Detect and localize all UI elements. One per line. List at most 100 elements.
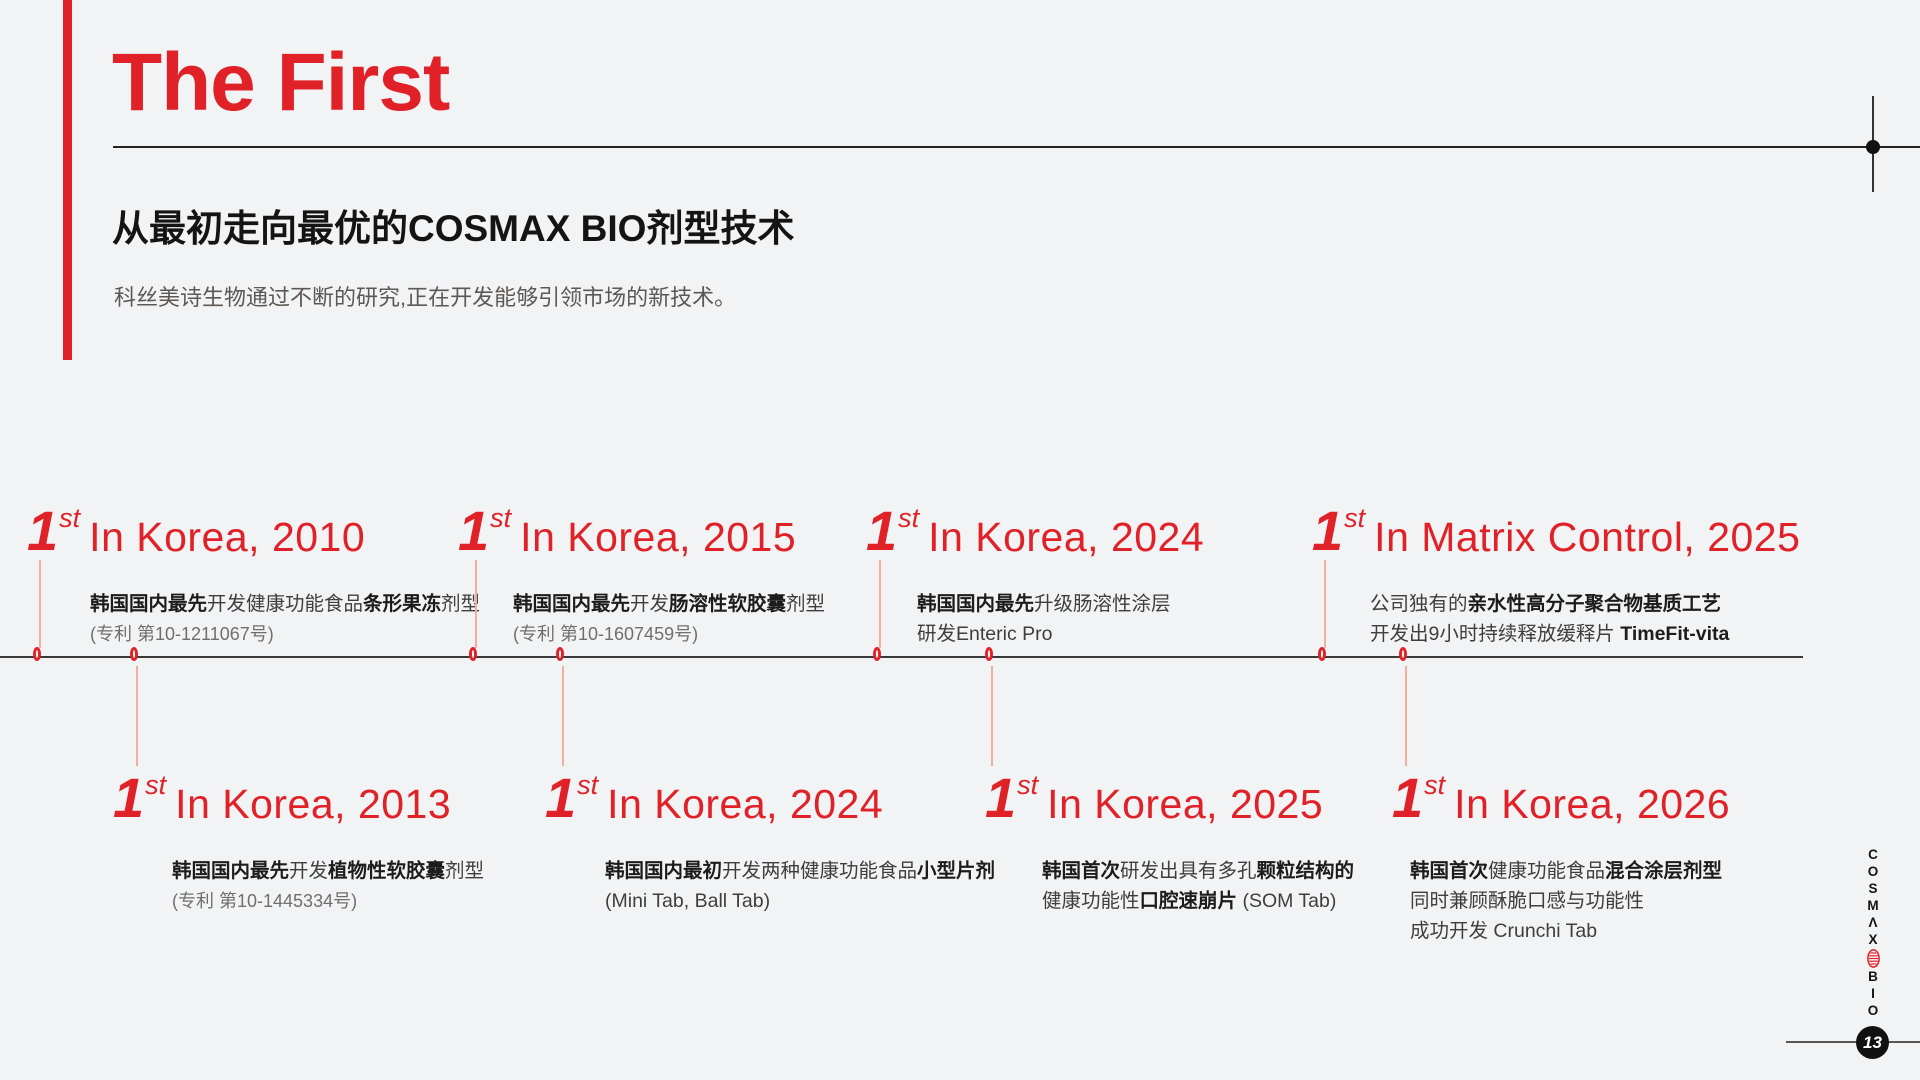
description-line: (专利 第10-1211067号) [90, 619, 480, 649]
entry-headline: In Korea, 2025 [1047, 781, 1324, 827]
text-segment: 开发出9小时持续释放缓释片 [1370, 623, 1621, 645]
description-line: 韩国国内最先开发肠溶性软胶囊剂型 [513, 589, 825, 619]
text-segment: 亲水性高分子聚合物基质工艺 [1467, 593, 1722, 615]
timeline-dot [130, 647, 138, 661]
text-segment: 研发Enteric Pro [917, 623, 1053, 645]
description-line: (专利 第10-1607459号) [513, 619, 825, 649]
logo-letter: O [1867, 864, 1879, 879]
text-segment: 同时兼顾酥脆口感与功能性 [1410, 890, 1645, 912]
entry-headline: In Korea, 2013 [175, 781, 452, 827]
entry-headline: In Korea, 2010 [89, 514, 366, 560]
description-line: 韩国国内最先升级肠溶性涂层 [917, 589, 1204, 619]
crosshair-dot [1866, 140, 1880, 154]
description-line: 韩国国内最先开发植物性软胶囊剂型 [172, 856, 484, 886]
text-segment: 健康功能食品 [1488, 860, 1606, 882]
timeline-entry: 1st In Korea, 2025 韩国首次研发出具有多孔颗粒结构的 健康功能性口腔… [985, 770, 1354, 916]
entry-description: 韩国国内最先开发肠溶性软胶囊剂型 (专利 第10-1607459号) [513, 589, 825, 649]
first-ordinal: 1st [1392, 766, 1446, 829]
timeline-connector [1324, 560, 1326, 648]
entry-headline: In Korea, 2024 [928, 514, 1205, 560]
text-segment: 小型片剂 [917, 860, 996, 882]
entry-headline: In Korea, 2026 [1454, 781, 1731, 827]
entry-description: 韩国国内最先开发健康功能食品条形果冻剂型 (专利 第10-1211067号) [90, 589, 480, 649]
text-segment: 升级肠溶性涂层 [1034, 593, 1171, 615]
text-segment: (Mini Tab, Ball Tab) [605, 890, 771, 912]
ordinal-suffix: st [1424, 770, 1446, 800]
timeline-entry: 1st In Korea, 2010 韩国国内最先开发健康功能食品条形果冻剂型 (专利… [27, 503, 480, 649]
description-line: 开发出9小时持续释放缓释片 TimeFit-vita [1370, 619, 1800, 649]
timeline-axis [0, 656, 1803, 658]
description-line: 同时兼顾酥脆口感与功能性 [1410, 886, 1730, 916]
entry-description: 韩国国内最先升级肠溶性涂层研发Enteric Pro [917, 589, 1204, 649]
text-segment: 剂型 [445, 860, 485, 882]
lead-text: 科丝美诗生物通过不断的研究,正在开发能够引领市场的新技术。 [114, 285, 737, 310]
timeline-dot [1399, 647, 1407, 661]
description-line: 韩国国内最先开发健康功能食品条形果冻剂型 [90, 589, 480, 619]
timeline-dot [873, 647, 881, 661]
text-segment: 研发出具有多孔 [1120, 860, 1257, 882]
ordinal-suffix: st [1344, 503, 1366, 533]
description-line: 韩国国内最初开发两种健康功能食品小型片剂 [605, 856, 995, 886]
ordinal-suffix: st [1017, 770, 1039, 800]
text-segment: 植物性软胶囊 [328, 860, 446, 882]
entry-description: 公司独有的亲水性高分子聚合物基质工艺 开发出9小时持续释放缓释片 TimeFit-… [1370, 589, 1800, 649]
timeline-dot [469, 647, 477, 661]
logo-letter: C [1868, 847, 1878, 862]
text-segment: 韩国国内最先 [917, 593, 1035, 615]
text-segment: 颗粒结构的 [1256, 860, 1355, 882]
description-line: 健康功能性口腔速崩片 (SOM Tab) [1042, 886, 1354, 916]
timeline-dot [33, 647, 41, 661]
text-segment: 肠溶性软胶囊 [669, 593, 787, 615]
description-line: 公司独有的亲水性高分子聚合物基质工艺 [1370, 589, 1800, 619]
timeline-connector [562, 666, 564, 766]
text-segment: 剂型 [786, 593, 826, 615]
timeline-connector [1405, 666, 1407, 766]
text-segment: 韩国国内最先 [90, 593, 208, 615]
text-segment: 口腔速崩片 [1139, 890, 1238, 912]
text-segment: 剂型 [441, 593, 481, 615]
slide-subtitle: 从最初走向最优的COSMAX BIO剂型技术 [112, 208, 795, 249]
accent-bar [63, 0, 72, 360]
first-ordinal: 1st [1312, 499, 1366, 562]
text-segment: 开发 [630, 593, 670, 615]
page-number-badge: 13 [1856, 1026, 1889, 1059]
ordinal-suffix: st [898, 503, 920, 533]
timeline-connector [879, 560, 881, 648]
logo-letter: B [1868, 969, 1878, 984]
timeline-entry: 1st In Korea, 2026 韩国首次健康功能食品混合涂层剂型 同时兼顾酥脆口… [1392, 770, 1730, 946]
first-ordinal: 1st [985, 766, 1039, 829]
description-line: 韩国首次健康功能食品混合涂层剂型 [1410, 856, 1730, 886]
first-ordinal: 1st [545, 766, 599, 829]
entry-headline: In Matrix Control, 2025 [1374, 514, 1801, 560]
ordinal-suffix: st [59, 503, 81, 533]
timeline-connector [39, 560, 41, 648]
logo-letter: X [1868, 932, 1878, 947]
timeline-connector [475, 560, 477, 648]
entry-heading: 1st In Korea, 2024 [545, 770, 995, 836]
first-ordinal: 1st [113, 766, 167, 829]
timeline-entry: 1st In Korea, 2013 韩国国内最先开发植物性软胶囊剂型 (专利 第10… [113, 770, 484, 916]
description-line: 研发Enteric Pro [917, 619, 1204, 649]
entry-description: 韩国首次健康功能食品混合涂层剂型 同时兼顾酥脆口感与功能性 成功开发 Crunchi… [1410, 856, 1730, 946]
capsule-coil-icon [1853, 948, 1893, 968]
text-segment: (专利 第10-1211067号) [90, 624, 274, 644]
entry-headline: In Korea, 2024 [607, 781, 884, 827]
text-segment: 韩国首次 [1410, 860, 1489, 882]
entry-heading: 1st In Korea, 2013 [113, 770, 484, 836]
timeline-entry: 1st In Korea, 2024 韩国国内最先升级肠溶性涂层 研发Enteric … [866, 503, 1204, 649]
text-segment: (SOM Tab) [1237, 890, 1337, 912]
description-line: (专利 第10-1445334号) [172, 886, 484, 916]
ordinal-suffix: st [490, 503, 512, 533]
timeline-connector [136, 666, 138, 766]
entry-description: 韩国首次研发出具有多孔颗粒结构的 健康功能性口腔速崩片 (SOM Tab) [1042, 856, 1354, 916]
entry-heading: 1st In Korea, 2010 [27, 503, 480, 569]
timeline-entry: 1st In Korea, 2015 韩国国内最先开发肠溶性软胶囊剂型 (专利 第10… [458, 503, 825, 649]
timeline-entry: 1st In Korea, 2024 韩国国内最初开发两种健康功能食品小型片剂 (Mi… [545, 770, 995, 916]
title-divider [113, 146, 1920, 148]
description-line: 韩国首次研发出具有多孔颗粒结构的 [1042, 856, 1354, 886]
text-segment: (专利 第10-1445334号) [172, 891, 358, 911]
